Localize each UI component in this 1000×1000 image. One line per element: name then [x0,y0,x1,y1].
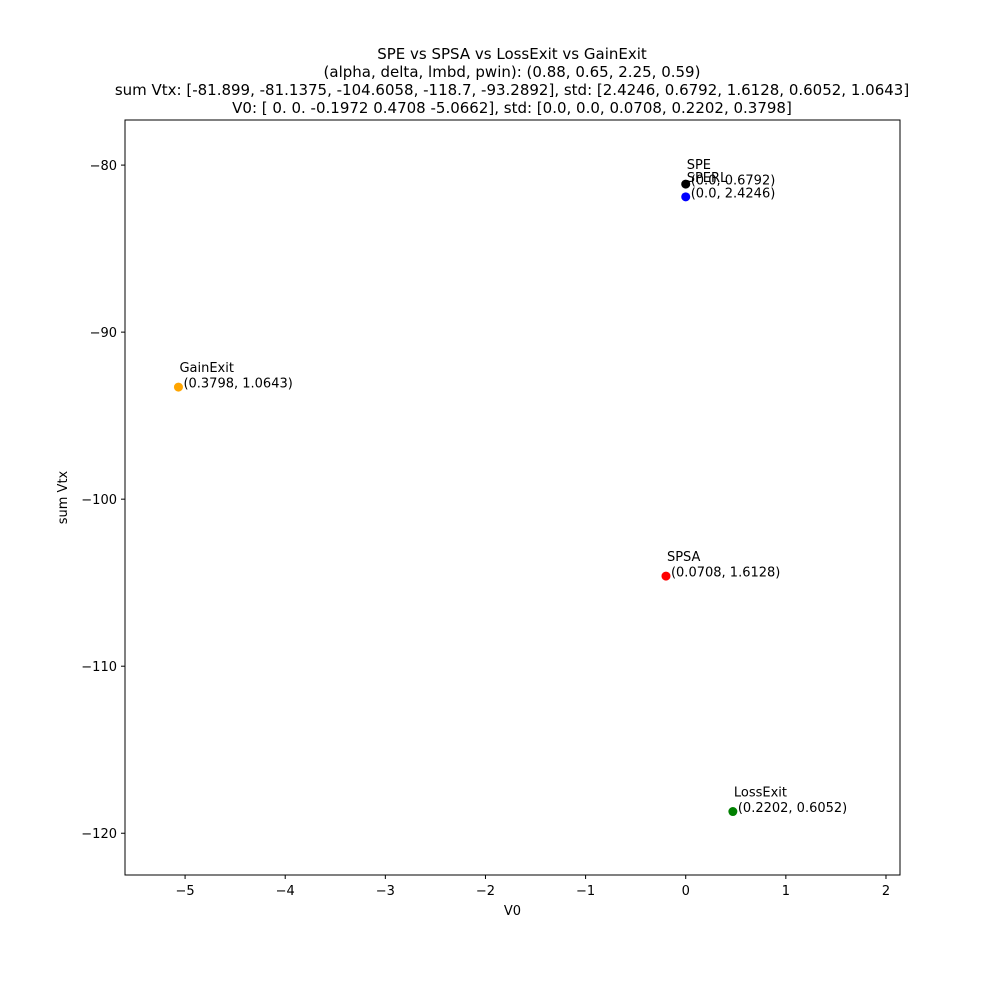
point-spe [681,179,691,189]
point-label-gainexit: GainExit [179,361,234,376]
point-annotation-spe: (0.0, 0.6792) [691,174,776,189]
point-annotation-spsa: (0.0708, 1.6128) [671,566,780,581]
x-axis-ticks: −5 −4 −3 −2 −1 0 1 2 [175,875,890,899]
y-tick-label: −80 [90,159,117,174]
point-label-spe: SPE [687,158,711,173]
title-line-1: SPE vs SPSA vs LossExit vs GainExit [377,45,647,63]
x-tick-label: 2 [882,884,890,899]
x-tick-label: −3 [376,884,395,899]
x-tick-label: −2 [476,884,495,899]
point-gainexit [173,382,183,392]
x-tick-label: −4 [276,884,295,899]
y-axis-ticks: −80 −90 −100 −110 −120 [81,159,125,842]
title-line-3: sum Vtx: [-81.899, -81.1375, -104.6058, … [115,81,909,99]
y-tick-label: −110 [81,660,117,675]
x-tick-label: −5 [175,884,194,899]
point-lossexit [728,807,738,817]
point-annotation-sperl: (0.0, 2.4246) [691,186,776,201]
point-annotation-gainexit: (0.3798, 1.0643) [183,377,292,392]
x-tick-label: 1 [782,884,790,899]
x-tick-label: 0 [682,884,690,899]
chart-title: SPE vs SPSA vs LossExit vs GainExit(alph… [115,45,909,117]
point-sperl [681,192,691,202]
title-line-4: V0: [ 0. 0. -0.1972 0.4708 -5.0662], std… [232,99,792,117]
y-axis-label: sum Vtx [56,470,71,524]
plot-area-frame [124,119,901,876]
point-label-spsa: SPSA [667,550,701,565]
y-tick-label: −120 [81,827,117,842]
point-annotation-lossexit: (0.2202, 0.6052) [738,801,847,816]
title-line-2: (alpha, delta, lmbd, pwin): (0.88, 0.65,… [324,63,701,81]
point-label-sperl: SPERL [687,171,728,186]
point-spsa [661,571,671,581]
point-label-lossexit: LossExit [734,786,787,801]
data-points: SPE(0.0, 0.6792)SPERL(0.0, 2.4246)SPSA(0… [173,158,847,817]
x-axis-label: V0 [504,904,521,919]
y-tick-label: −100 [81,493,117,508]
y-tick-label: −90 [90,326,117,341]
x-tick-label: −1 [576,884,595,899]
